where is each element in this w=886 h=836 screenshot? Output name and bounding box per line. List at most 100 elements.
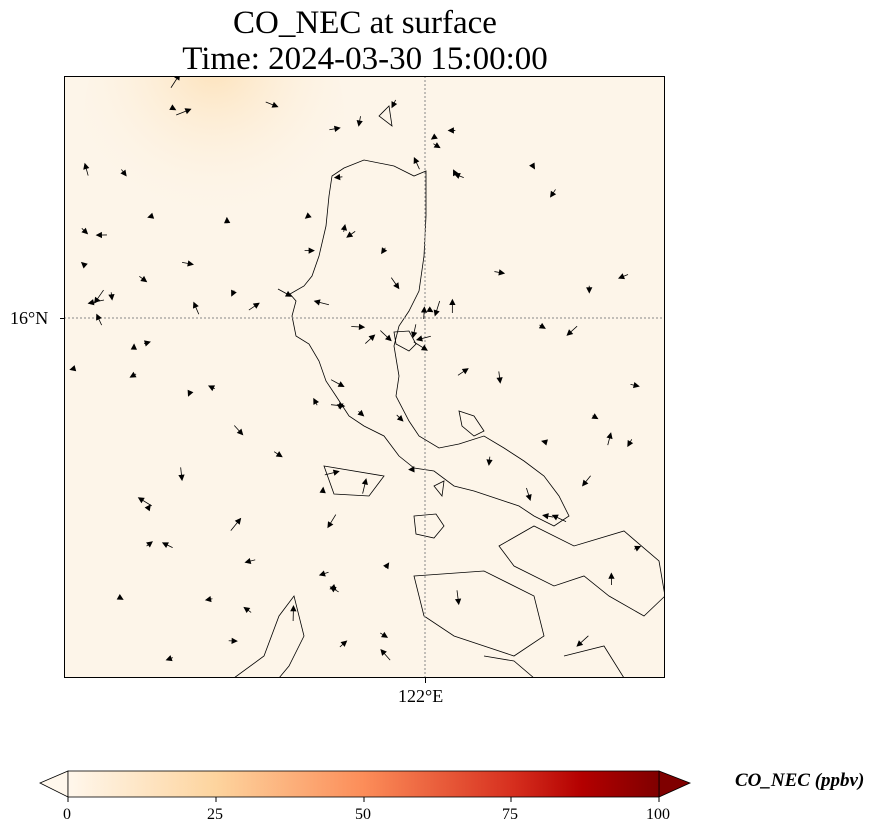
wind-vectors	[69, 76, 642, 662]
wind-arrow	[333, 173, 343, 181]
wind-arrow	[608, 572, 615, 586]
wind-arrow	[327, 514, 337, 529]
wind-arrow	[380, 649, 391, 661]
lon-label: 122°E	[398, 686, 444, 706]
colorbar-tick-50: 50	[355, 806, 371, 823]
wind-arrow	[430, 133, 438, 140]
wind-arrow	[313, 299, 330, 306]
wind-arrow	[83, 162, 90, 176]
wind-arrow	[94, 289, 104, 304]
colorbar-min-extend	[39, 770, 69, 798]
colorbar-max-extend	[658, 770, 692, 798]
wind-arrow	[411, 324, 418, 339]
wind-arrow	[380, 330, 392, 342]
wind-arrow	[408, 466, 415, 473]
wind-arrow	[457, 368, 469, 376]
wind-arrow	[69, 365, 77, 372]
wind-arrow	[143, 340, 151, 347]
wind-arrow	[204, 595, 213, 603]
wind-arrow	[319, 486, 326, 494]
wind-arrow	[390, 277, 400, 290]
wind-arrow	[380, 631, 389, 638]
wind-arrow	[192, 301, 200, 315]
map-frame	[64, 76, 665, 678]
wind-arrow	[330, 379, 345, 388]
wind-arrow	[381, 247, 388, 255]
wind-arrow	[176, 108, 192, 116]
wind-arrow	[290, 605, 297, 622]
wind-arrow	[207, 385, 216, 392]
wind-arrow	[538, 322, 546, 329]
wind-arrow	[161, 542, 173, 549]
wind-arrow	[383, 562, 390, 570]
wind-arrow	[454, 590, 462, 606]
wind-arrow	[248, 302, 260, 311]
wind-arrow	[391, 99, 398, 109]
wind-arrow	[576, 635, 589, 647]
wind-arrow	[361, 478, 368, 494]
wind-arrow	[230, 517, 242, 531]
wind-arrow	[330, 402, 346, 409]
wind-arrow	[447, 127, 456, 134]
wind-arrow	[120, 169, 127, 177]
wind-arrow	[525, 487, 532, 501]
wind-arrow	[630, 382, 640, 389]
wind-arrow	[551, 514, 567, 522]
wind-arrow	[137, 497, 152, 507]
wind-arrow	[550, 189, 557, 198]
wind-arrow	[453, 169, 459, 177]
colorbar-tick-100: 100	[646, 806, 670, 823]
lat-tick	[60, 318, 65, 319]
wind-arrow	[96, 313, 103, 326]
wind-arrow	[224, 216, 231, 224]
wind-arrow	[80, 261, 88, 269]
map-panel	[64, 76, 665, 678]
wind-arrow	[416, 335, 431, 342]
coastline	[233, 105, 665, 678]
wind-arrow	[627, 439, 634, 448]
wind-arrow	[420, 306, 428, 320]
wind-arrow	[339, 640, 348, 648]
wind-arrow	[273, 451, 283, 458]
lat-label: 16°N	[10, 308, 49, 328]
wind-arrow	[529, 162, 536, 170]
wind-arrow	[617, 273, 629, 280]
wind-arrow	[81, 227, 89, 235]
wind-arrow	[228, 637, 238, 645]
co-plume	[84, 76, 344, 246]
wind-arrow	[566, 325, 578, 336]
wind-arrow	[433, 142, 441, 149]
wind-arrow	[413, 156, 420, 170]
wind-arrow	[95, 231, 107, 239]
wind-arrow	[318, 570, 329, 577]
wind-arrow	[116, 594, 124, 600]
wind-arrow	[606, 432, 613, 446]
wind-arrow	[147, 212, 155, 219]
colorbar-tick-75: 75	[502, 806, 518, 823]
wind-arrow	[187, 389, 194, 397]
wind-arrow	[486, 456, 493, 466]
wind-arrow	[144, 504, 151, 512]
wind-arrow	[108, 292, 115, 301]
wind-arrow	[396, 414, 404, 422]
wind-arrow	[329, 584, 337, 590]
plot-title-line1: CO_NEC at surface	[233, 5, 497, 41]
wind-arrow	[449, 298, 456, 314]
colorbar	[39, 770, 692, 802]
wind-arrow	[346, 231, 356, 238]
wind-arrow	[129, 371, 137, 378]
luzon-coast	[289, 159, 570, 527]
wind-arrow	[130, 343, 137, 350]
colorbar-label: CO_NEC (ppbv)	[735, 770, 865, 791]
wind-arrow	[340, 223, 348, 232]
wind-arrow	[433, 300, 441, 317]
wind-arrow	[169, 104, 177, 111]
colorbar-tick-0: 0	[63, 806, 71, 823]
colorbar-tick-25: 25	[207, 806, 223, 823]
wind-arrow	[634, 545, 642, 552]
wind-arrow	[582, 475, 591, 487]
wind-arrow	[277, 288, 293, 297]
wind-arrow	[233, 425, 244, 436]
wind-arrow	[231, 289, 237, 297]
colorbar-gradient	[67, 770, 660, 798]
